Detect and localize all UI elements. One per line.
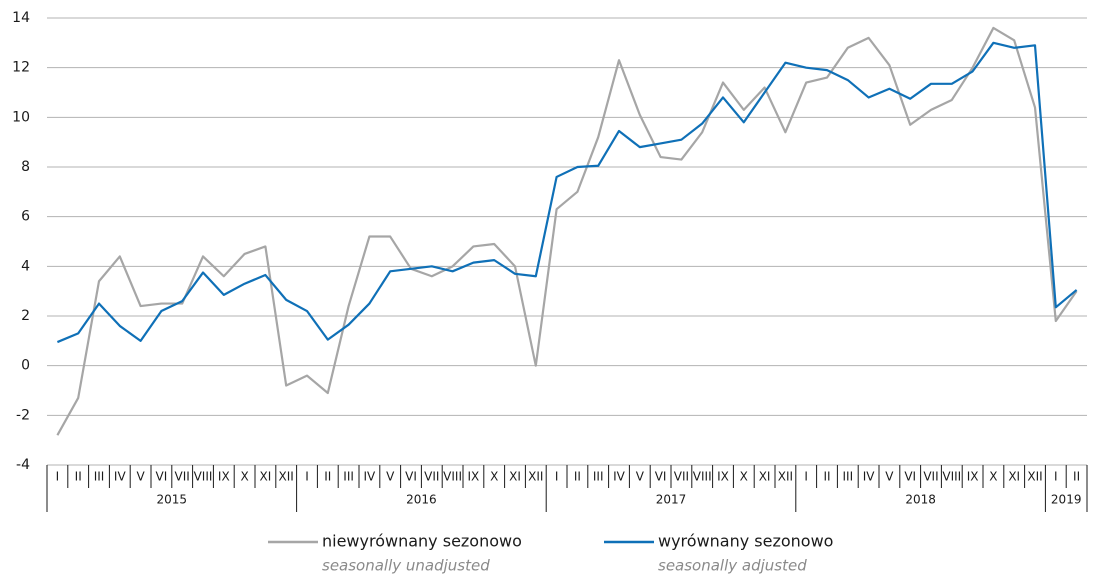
x-tick-label: III (343, 470, 354, 484)
year-label: 2018 (905, 493, 936, 507)
y-tick-label: 8 (21, 159, 30, 175)
x-tick-label: IX (218, 470, 230, 484)
x-tick-label: X (490, 470, 498, 484)
x-tick-label: VIII (693, 470, 712, 484)
year-label: 2016 (406, 493, 437, 507)
y-tick-label: 14 (12, 10, 30, 26)
x-tick-label: V (885, 470, 894, 484)
x-tick-label: I (555, 470, 559, 484)
x-tick-label: XII (1027, 470, 1042, 484)
x-tick-label: I (305, 470, 309, 484)
x-tick-label: XII (778, 470, 793, 484)
x-tick-label: VIII (942, 470, 961, 484)
x-tick-label: XI (759, 470, 771, 484)
x-tick-label: VIII (194, 470, 213, 484)
y-tick-label: -4 (16, 457, 30, 473)
y-tick-label: -2 (16, 407, 30, 423)
x-tick-label: II (823, 470, 830, 484)
x-tick-label: I (56, 470, 60, 484)
year-label: 2015 (157, 493, 188, 507)
x-tick-label: IV (364, 470, 377, 484)
x-tick-label: X (240, 470, 248, 484)
x-tick-label: XII (528, 470, 543, 484)
y-tick-label: 12 (12, 60, 30, 76)
x-tick-label: IX (468, 470, 480, 484)
x-tick-label: II (1073, 470, 1080, 484)
x-tick-label: IV (613, 470, 626, 484)
legend-label-en: seasonally unadjusted (322, 557, 490, 575)
x-tick-label: VI (156, 470, 168, 484)
year-label: 2017 (656, 493, 687, 507)
y-tick-label: 2 (21, 308, 30, 324)
y-tick-label: 4 (21, 258, 30, 274)
year-label: 2019 (1051, 493, 1082, 507)
x-tick-label: V (136, 470, 145, 484)
legend-label: niewyrównany sezonowo (322, 532, 522, 551)
legend-label: wyrównany sezonowo (658, 532, 833, 551)
x-tick-label: XII (279, 470, 294, 484)
y-tick-label: 10 (12, 109, 30, 125)
x-tick-label: IX (717, 470, 729, 484)
legend-label-en: seasonally adjusted (658, 557, 807, 575)
x-tick-label: VI (904, 470, 916, 484)
x-tick-label: VI (655, 470, 667, 484)
x-tick-label: VII (674, 470, 689, 484)
x-tick-label: II (75, 470, 82, 484)
x-tick-label: X (989, 470, 997, 484)
series-line (56, 41, 1078, 344)
x-tick-label: VII (175, 470, 190, 484)
x-tick-label: III (94, 470, 105, 484)
x-tick-label: V (636, 470, 645, 484)
x-tick-label: IX (967, 470, 979, 484)
x-tick-label: XI (509, 470, 521, 484)
y-tick-label: 6 (21, 209, 30, 225)
x-tick-label: VIII (443, 470, 462, 484)
x-tick-label: V (386, 470, 395, 484)
x-tick-label: IV (114, 470, 127, 484)
x-tick-label: VII (923, 470, 938, 484)
y-tick-label: 0 (21, 358, 30, 374)
series-line (56, 26, 1078, 436)
x-tick-label: XI (1008, 470, 1020, 484)
x-tick-label: VII (424, 470, 439, 484)
x-tick-label: VI (405, 470, 417, 484)
x-tick-label: X (740, 470, 748, 484)
x-tick-label: III (842, 470, 853, 484)
x-tick-label: II (324, 470, 331, 484)
x-tick-label: IV (863, 470, 876, 484)
x-tick-label: II (574, 470, 581, 484)
x-tick-label: I (1054, 470, 1058, 484)
x-tick-label: III (593, 470, 604, 484)
x-tick-label: XI (260, 470, 272, 484)
x-tick-label: I (804, 470, 808, 484)
